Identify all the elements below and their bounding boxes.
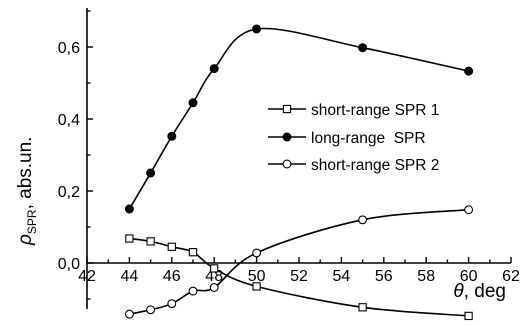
- data-point-long-range-spr: [252, 24, 262, 34]
- y-tick-label: 0,6: [58, 40, 80, 57]
- legend-entry-short-range-spr-2: short-range SPR 2: [268, 157, 439, 174]
- data-point-short-range-spr-2: [124, 309, 134, 319]
- y-tick-label: 0,2: [58, 184, 80, 201]
- y-tick-label: 0,4: [58, 112, 80, 129]
- x-tick-label: 62: [502, 268, 520, 285]
- legend-marker-short-range-spr-1: [282, 104, 292, 114]
- legend-marker-long-range-spr: [282, 132, 292, 142]
- data-point-short-range-spr-2: [167, 299, 177, 309]
- x-tick-label: 56: [375, 268, 393, 285]
- data-point-short-range-spr-2: [188, 286, 198, 296]
- data-point-short-range-spr-1: [210, 264, 219, 273]
- y-axis-ticks: 0,0 0,2 0,4 0,6: [58, 10, 93, 300]
- data-point-long-range-spr: [464, 66, 474, 76]
- x-tick-label: 54: [333, 268, 351, 285]
- data-point-short-range-spr-1: [252, 282, 261, 291]
- y-tick-label: 0,0: [58, 256, 80, 273]
- x-tick-label: 50: [248, 268, 266, 285]
- data-point-long-range-spr: [209, 64, 219, 74]
- y-axis-title-symbol: ρ: [15, 234, 36, 246]
- legend-label-short-range-spr-1: short-range SPR 1: [311, 102, 439, 119]
- data-point-short-range-spr-2: [252, 248, 262, 258]
- x-axis-title-unit: , deg: [464, 281, 506, 302]
- data-point-long-range-spr: [358, 43, 368, 53]
- data-point-short-range-spr-2: [358, 215, 368, 225]
- legend-entry-long-range-spr: long-range SPR: [268, 130, 426, 147]
- x-tick-label: 46: [163, 268, 181, 285]
- x-tick-label: 44: [121, 268, 139, 285]
- series-layer: [124, 24, 474, 321]
- x-tick-label: 58: [417, 268, 435, 285]
- data-point-short-range-spr-1: [125, 234, 134, 243]
- x-tick-label: 52: [290, 268, 308, 285]
- data-point-short-range-spr-1: [188, 248, 198, 257]
- data-point-short-range-spr-2: [209, 283, 219, 292]
- data-point-short-range-spr-2: [146, 305, 156, 315]
- series-short-range-spr-2: [124, 205, 474, 319]
- data-point-short-range-spr-2: [464, 205, 474, 215]
- x-axis-title: θ, deg: [453, 281, 506, 302]
- legend-label-short-range-spr-2: short-range SPR 2: [311, 157, 439, 174]
- legend-marker-short-range-spr-2: [282, 159, 292, 169]
- legend-label-long-range-spr: long-range SPR: [311, 130, 426, 147]
- x-tick-label: 42: [78, 268, 96, 285]
- legend: short-range SPR 1 long-range SPR short-ran…: [268, 102, 439, 174]
- x-axis-ticks: 42 44 46 48 50 52 54 56 58 60 62: [78, 257, 520, 285]
- data-point-short-range-spr-1: [146, 237, 155, 246]
- x-tick-label: 48: [205, 268, 223, 285]
- data-point-short-range-spr-1: [167, 242, 176, 251]
- data-point-long-range-spr: [167, 131, 177, 141]
- data-point-long-range-spr: [146, 168, 156, 178]
- legend-entry-short-range-spr-1: short-range SPR 1: [268, 102, 439, 119]
- x-axis-title-symbol: θ: [453, 281, 464, 302]
- x-tick-label: 60: [460, 268, 478, 285]
- y-axis-title: ρSPR, abs.un.: [15, 137, 39, 246]
- data-point-long-range-spr: [188, 98, 198, 108]
- series-long-range-spr: [124, 24, 474, 214]
- series-short-range-spr-1: [125, 234, 473, 321]
- data-point-short-range-spr-1: [464, 311, 473, 321]
- y-axis-title-subscript: SPR: [25, 209, 39, 234]
- y-axis-title-unit: , abs.un.: [15, 137, 36, 210]
- data-point-short-range-spr-1: [358, 303, 367, 312]
- data-point-long-range-spr: [124, 204, 134, 214]
